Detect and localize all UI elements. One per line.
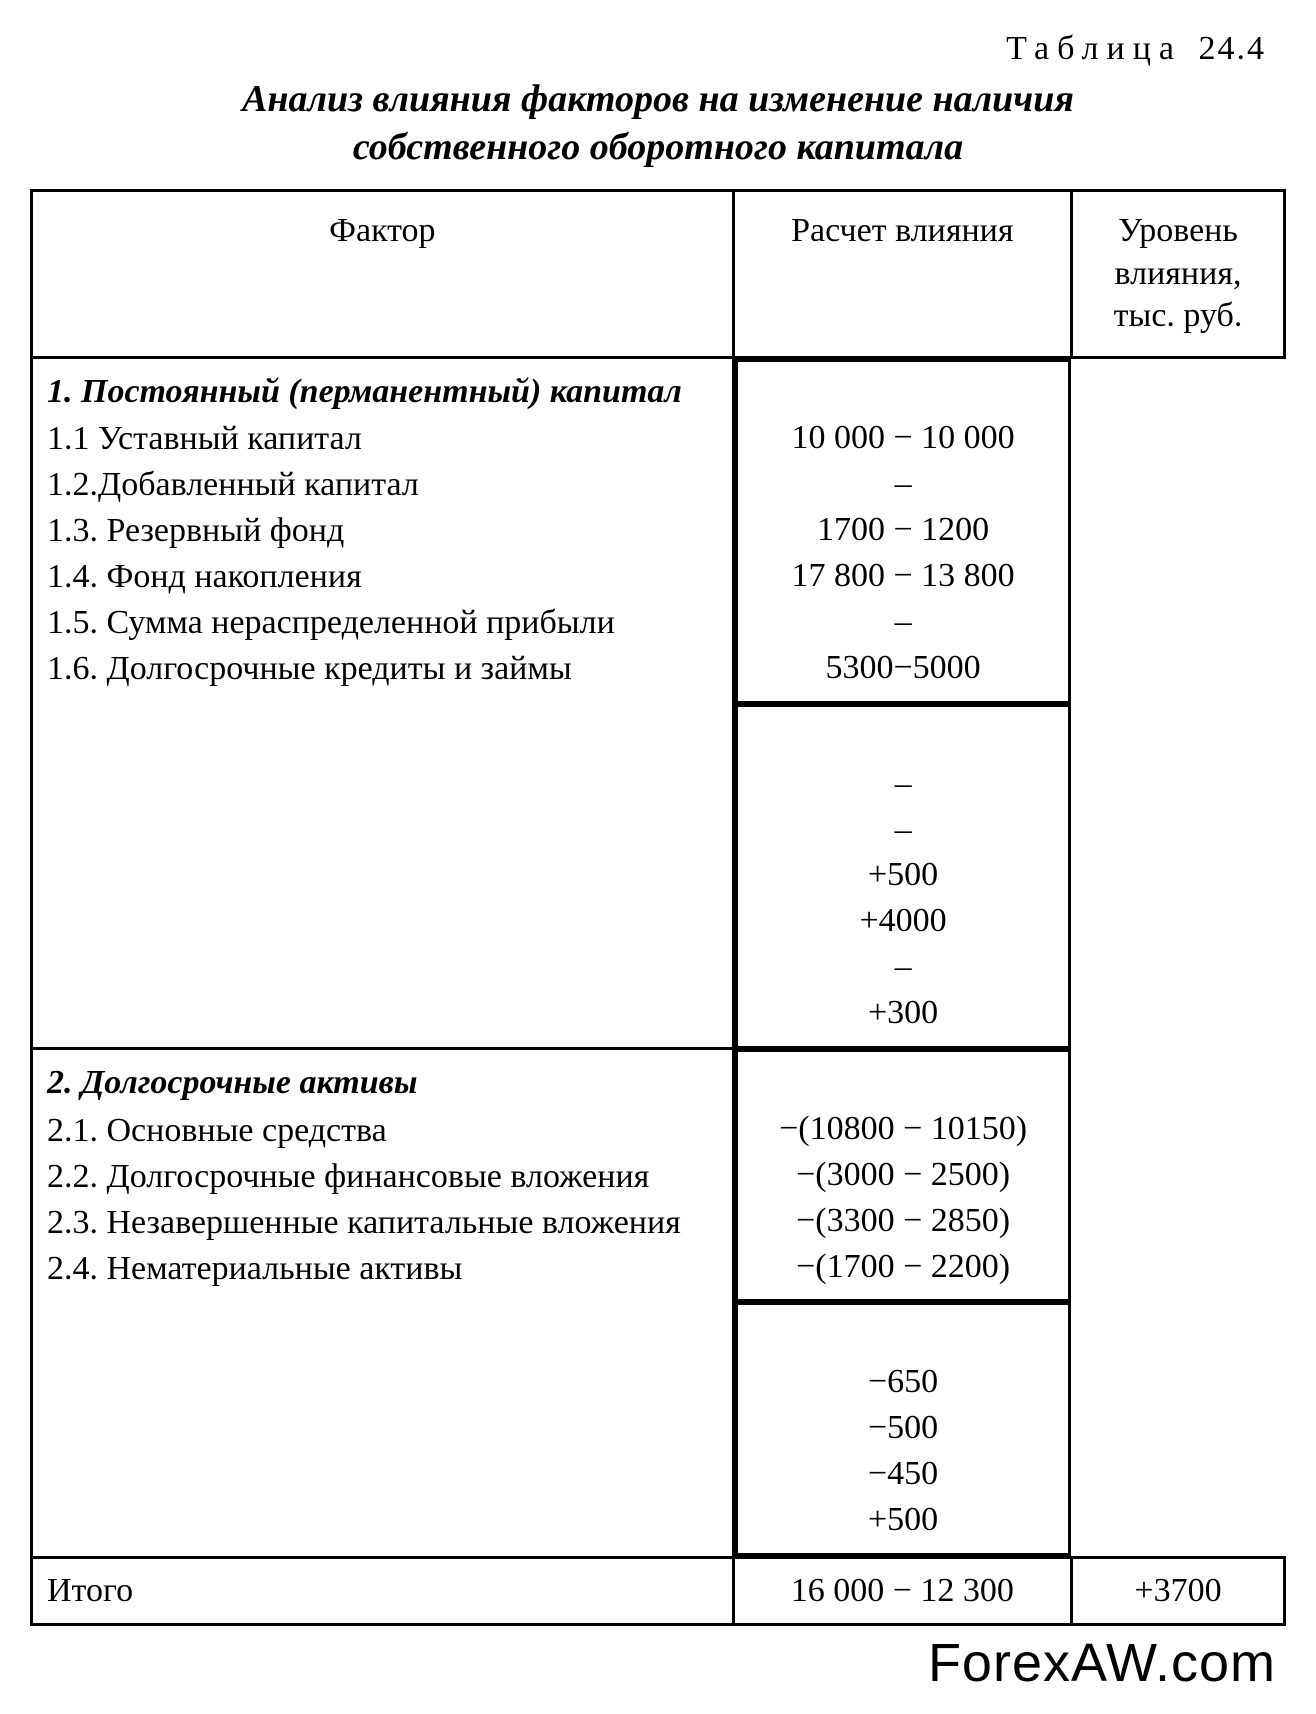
section-factor-cell: 1. Постоянный (перманентный) капитал1.1 … xyxy=(32,357,734,1049)
table-header-row: Фактор Расчет влияния Уровень влияния, т… xyxy=(32,191,1285,358)
level-value: −450 xyxy=(752,1451,1055,1497)
calc-value: – xyxy=(752,599,1055,645)
spacer xyxy=(752,370,1055,416)
factor-label: 1.2.Добавленный капитал xyxy=(47,462,718,508)
calc-value: 5300−5000 xyxy=(752,645,1055,691)
factor-label: 1.1 Уставный капитал xyxy=(47,416,718,462)
level-value: – xyxy=(752,761,1055,807)
level-value: +500 xyxy=(752,852,1055,898)
factor-label: 1.5. Сумма нераспределенной прибыли xyxy=(47,600,718,646)
total-label: Итого xyxy=(32,1557,734,1624)
level-value: +4000 xyxy=(752,898,1055,944)
calc-value: 1700 − 1200 xyxy=(752,507,1055,553)
section-heading: 2. Долгосрочные активы xyxy=(47,1060,718,1106)
level-value: – xyxy=(752,944,1055,990)
total-level: +3700 xyxy=(1071,1557,1284,1624)
level-value: – xyxy=(752,807,1055,853)
col-header-factor: Фактор xyxy=(32,191,734,358)
table-number: 24.4 xyxy=(1199,30,1267,67)
total-calc: 16 000 − 12 300 xyxy=(733,1557,1071,1624)
section-level-cell: −650−500−450+500 xyxy=(735,1302,1072,1555)
section-level-cell: ––+500+4000–+300 xyxy=(735,704,1072,1049)
level-value: +500 xyxy=(752,1497,1055,1543)
section-calc-cell: 10 000 − 10 000–1700 − 120017 800 − 13 8… xyxy=(735,359,1072,704)
section-factor-cell: 2. Долгосрочные активы2.1. Основные сред… xyxy=(32,1049,734,1557)
factor-label: 2.4. Нематериальные активы xyxy=(47,1246,718,1292)
calc-value: – xyxy=(752,461,1055,507)
spacer xyxy=(752,715,1055,761)
factor-label: 2.2. Долгосрочные финансовые вложения xyxy=(47,1154,718,1200)
title-line-2: собственного оборотного капитала xyxy=(353,126,963,168)
calc-value: 17 800 − 13 800 xyxy=(752,553,1055,599)
section-heading: 1. Постоянный (перманентный) капитал xyxy=(47,369,718,415)
col-header-level: Уровень влияния, тыс. руб. xyxy=(1071,191,1284,358)
spacer xyxy=(752,1060,1055,1106)
calc-value: 10 000 − 10 000 xyxy=(752,415,1055,461)
level-value: −650 xyxy=(752,1359,1055,1405)
factor-label: 1.3. Резервный фонд xyxy=(47,508,718,554)
factors-table: Фактор Расчет влияния Уровень влияния, т… xyxy=(30,189,1286,1626)
calc-value: −(3300 − 2850) xyxy=(752,1198,1055,1244)
factor-label: 2.1. Основные средства xyxy=(47,1108,718,1154)
total-row: Итого 16 000 − 12 300 +3700 xyxy=(32,1557,1285,1624)
calc-value: −(3000 − 2500) xyxy=(752,1152,1055,1198)
section-calc-cell: −(10800 − 10150)−(3000 − 2500)−(3300 − 2… xyxy=(735,1049,1072,1302)
factor-label: 2.3. Незавершенные капитальные вложения xyxy=(47,1200,718,1246)
factor-label: 1.4. Фонд накопления xyxy=(47,554,718,600)
col-header-calc: Расчет влияния xyxy=(733,191,1071,358)
spacer xyxy=(752,1313,1055,1359)
section-row: 2. Долгосрочные активы2.1. Основные сред… xyxy=(32,1049,1285,1557)
table-number-label: Таблица 24.4 xyxy=(30,30,1286,68)
level-value: −500 xyxy=(752,1405,1055,1451)
watermark: ForexAW.com xyxy=(30,1626,1286,1694)
factor-label: 1.6. Долгосрочные кредиты и займы xyxy=(47,646,718,692)
calc-value: −(10800 − 10150) xyxy=(752,1106,1055,1152)
section-row: 1. Постоянный (перманентный) капитал1.1 … xyxy=(32,357,1285,1049)
table-title: Анализ влияния факторов на изменение нал… xyxy=(30,76,1286,171)
level-value: +300 xyxy=(752,990,1055,1036)
title-line-1: Анализ влияния факторов на изменение нал… xyxy=(242,78,1074,120)
table-word: Таблица xyxy=(1006,30,1182,67)
calc-value: −(1700 − 2200) xyxy=(752,1244,1055,1290)
